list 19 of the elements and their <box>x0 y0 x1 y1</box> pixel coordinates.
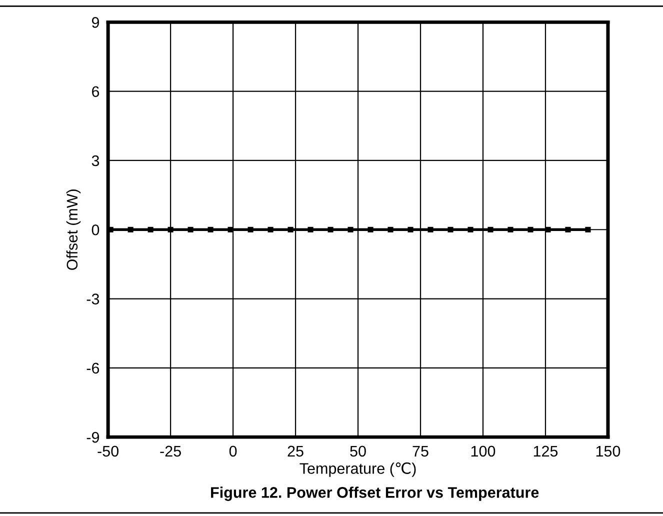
x-tick-label: 25 <box>288 446 304 457</box>
y-tick-label: 6 <box>92 86 100 98</box>
y-tick-label: -9 <box>86 432 100 443</box>
y-tick-label: -6 <box>86 362 100 374</box>
x-tick-label: 50 <box>350 446 366 457</box>
x-tick-label: 125 <box>534 446 558 457</box>
text: Figure 12. Power Offset Error vs Temperature <box>211 486 539 501</box>
x-tick-label: 75 <box>412 446 428 457</box>
y-tick-label: 9 <box>92 17 100 28</box>
y-tick-label: 3 <box>92 155 100 166</box>
y-axis-title: Offset (mW) <box>66 190 81 270</box>
x-axis-title: Temperature (℃) <box>300 462 416 477</box>
x-tick-label: 100 <box>471 446 496 457</box>
x-tick-label: 150 <box>596 446 620 457</box>
x-tick-label: -25 <box>160 446 181 457</box>
y-tick-label: 0 <box>92 224 100 236</box>
x-tick-label: -50 <box>98 446 119 457</box>
y-tick-label: -3 <box>86 294 100 304</box>
x-tick-label: 0 <box>229 446 237 457</box>
